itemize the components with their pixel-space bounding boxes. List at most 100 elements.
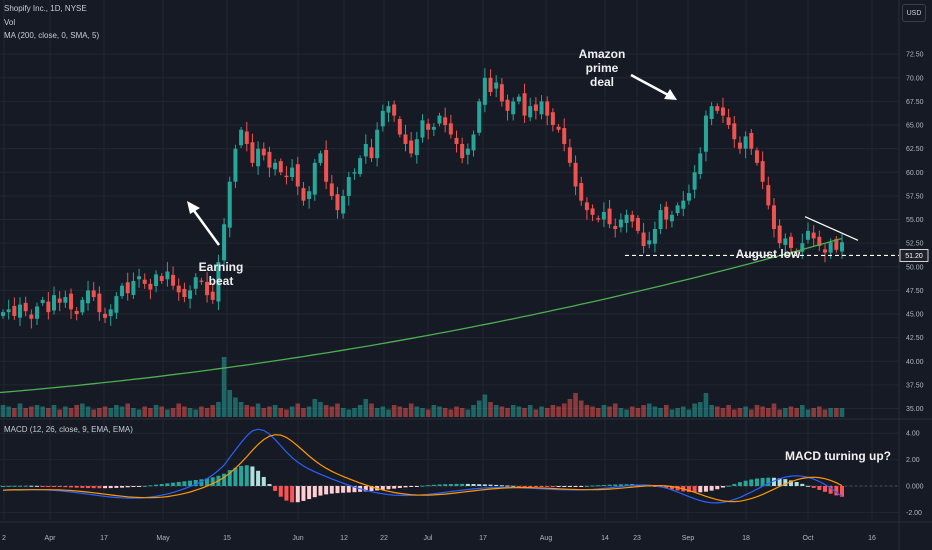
volume-bar (669, 409, 675, 417)
macd-histogram-bar (80, 486, 85, 488)
candle-body (828, 242, 833, 253)
volume-bar (40, 406, 45, 417)
macd-histogram-bar (392, 486, 397, 489)
macd-histogram-bar (403, 486, 408, 488)
candle-body (57, 298, 62, 303)
macd-histogram-bar (805, 485, 810, 487)
candle-body (244, 131, 249, 144)
volume-bar (335, 403, 340, 417)
candle-body (35, 306, 40, 319)
volume-bar (607, 406, 612, 417)
macd-histogram-bar (624, 484, 629, 486)
macd-histogram-bar (120, 486, 125, 488)
candle-body (579, 183, 584, 201)
volume-bar (272, 405, 278, 417)
candle-body (159, 276, 164, 281)
amazon-arrow (630, 73, 671, 98)
candle-body (114, 296, 119, 313)
macd-histogram-bar (301, 486, 306, 501)
volume-bar (544, 408, 550, 417)
volume-bar (204, 408, 210, 417)
x-tick-label: Aug (540, 535, 553, 542)
candle-body (596, 218, 601, 220)
macd-histogram-bar (256, 470, 261, 486)
x-tick-label: Apr (45, 535, 57, 542)
candle-body (312, 162, 317, 195)
macd-histogram-bar (227, 470, 232, 486)
volume-bar (295, 403, 301, 417)
candle-body (324, 149, 329, 182)
macd-histogram-bar (737, 482, 742, 486)
candle-body (267, 151, 272, 168)
macd-histogram-bar (652, 486, 657, 487)
candle-body (46, 301, 51, 313)
volume-bar (29, 406, 34, 417)
macd-histogram-bar (363, 486, 368, 492)
candle-body (641, 232, 646, 247)
macd-histogram-bar (318, 486, 323, 496)
volume-bar (136, 409, 142, 417)
currency-button[interactable]: USD (902, 4, 926, 22)
volume-bar (221, 357, 227, 417)
volume-bar (635, 408, 641, 417)
macd-histogram-bar (35, 485, 40, 487)
x-tick-label: Jul (424, 535, 433, 542)
volume-bar (516, 406, 522, 417)
x-tick-label: 17 (100, 535, 108, 542)
volume-bar (505, 408, 510, 417)
volume-bar (148, 408, 153, 417)
amazon-arrowhead (664, 89, 677, 100)
candle-body (363, 143, 368, 157)
volume-bar (318, 402, 323, 417)
candle-body (431, 126, 436, 130)
macd-histogram-bar (601, 484, 606, 486)
candle-body (397, 119, 402, 135)
macd-histogram-bar (817, 486, 822, 490)
volume-bar (216, 402, 221, 417)
volume-bar (652, 406, 658, 417)
macd-histogram-bar (171, 482, 176, 486)
macd-histogram-bar (239, 465, 244, 486)
candle-body (205, 281, 210, 296)
candle-body (647, 240, 652, 245)
macd-histogram-bar (69, 486, 74, 488)
x-tick-label: 14 (601, 535, 609, 542)
macd-histogram-bar (715, 486, 720, 490)
candle-body (771, 205, 776, 229)
volume-bar (629, 406, 635, 417)
volume-bar (510, 405, 516, 417)
volume-bar (357, 405, 363, 417)
candle-body (754, 150, 759, 163)
y-tick-label: 62.50 (906, 146, 924, 153)
candle-body (392, 104, 397, 116)
macd-histogram-bar (482, 484, 487, 486)
volume-bar (233, 397, 238, 417)
candle-body (358, 158, 363, 175)
volume-bar (165, 409, 170, 417)
volume-bar (23, 408, 28, 417)
macd-histogram-bar (579, 486, 584, 487)
x-tick-label: 22 (380, 535, 388, 542)
candle-body (120, 285, 125, 297)
macd-histogram-bar (63, 486, 68, 488)
signal-line (2, 434, 843, 503)
candle-body (261, 148, 266, 156)
candle-body (386, 106, 391, 113)
amazon-annotation: Amazon prime deal (578, 47, 626, 89)
candle-body (403, 134, 408, 144)
macd-histogram-bar (477, 484, 482, 486)
macd-histogram-bar (52, 486, 57, 487)
candle-body (545, 101, 550, 116)
macd-histogram-bar (91, 486, 96, 489)
candle-body (375, 129, 380, 159)
candle-body (176, 285, 181, 293)
macd-tick-label: 2.00 (906, 457, 920, 464)
macd-histogram-bar (494, 484, 499, 486)
volume-bar (743, 406, 748, 417)
volume-bar (380, 406, 386, 417)
volume-bar (766, 408, 771, 417)
symbol-title: Shopify Inc., 1D, NYSE (4, 4, 87, 13)
candle-body (460, 143, 465, 159)
